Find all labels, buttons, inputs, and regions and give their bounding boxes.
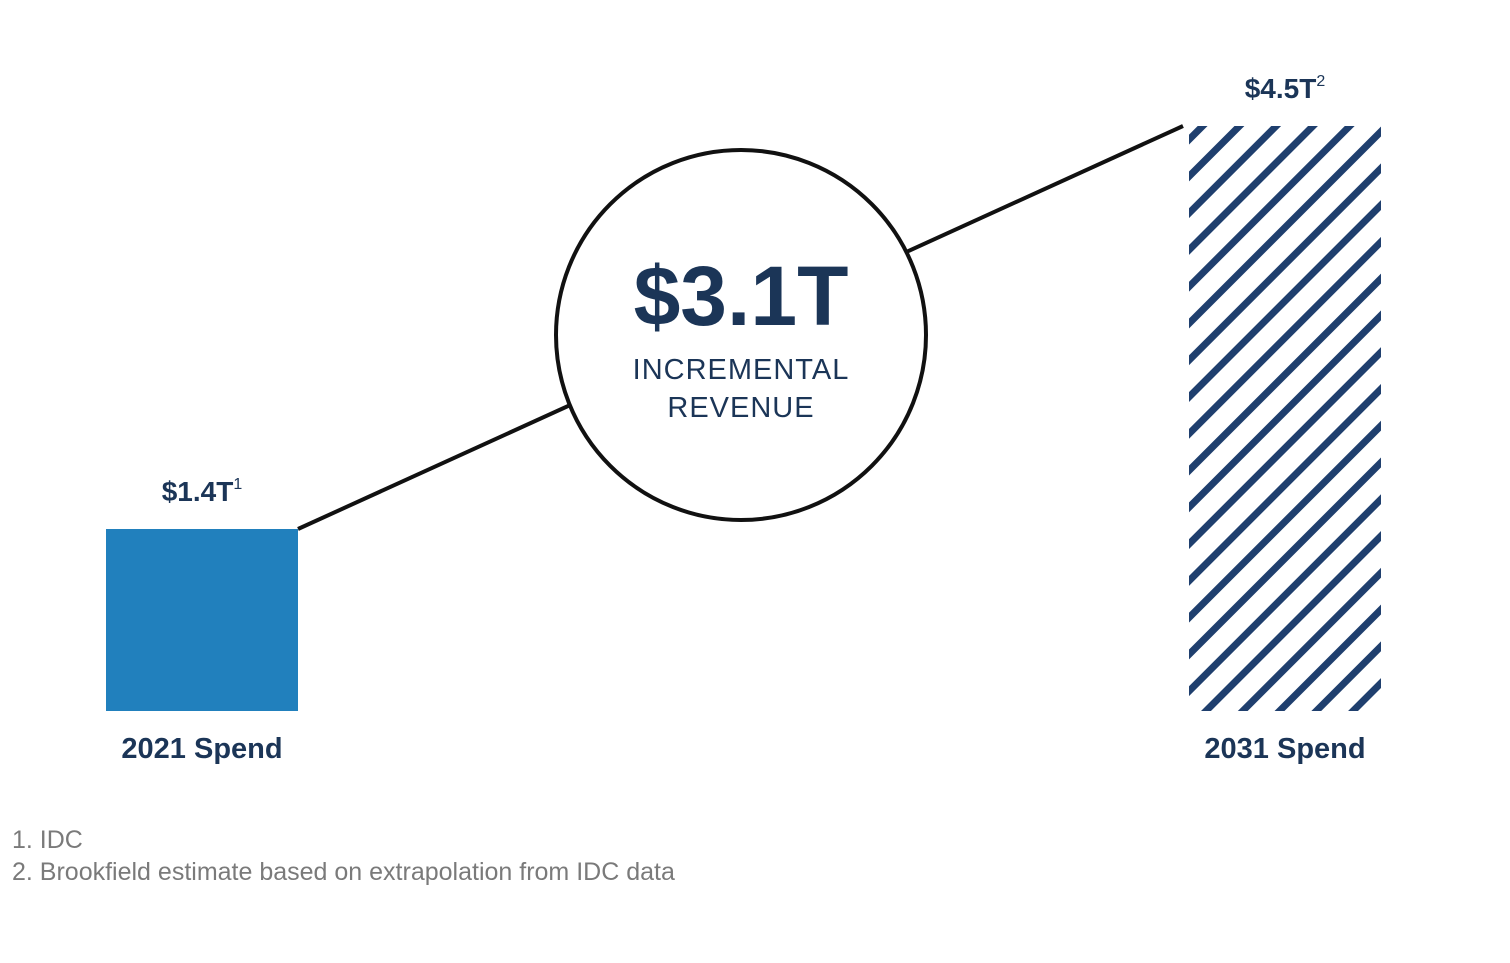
category-label-1: 2021 Spend [121,733,282,765]
bars [106,126,1381,711]
bar-2 [1189,126,1381,711]
bar-1 [106,529,298,711]
footnotes: 1. IDC 2. Brookfield estimate based on e… [12,824,675,888]
incremental-annotation: $3.1T INCREMENTAL REVENUE [554,148,928,522]
bar-value-label-2: $4.5T2 [1245,73,1326,104]
footnote-1: 1. IDC [12,826,83,854]
incremental-label-line1: INCREMENTAL [633,354,850,386]
incremental-circle [554,148,928,522]
footnote-2: 2. Brookfield estimate based on extrapol… [12,858,675,886]
bar-labels: $1.4T1 2021 Spend $4.5T2 2031 Spend [121,73,1365,765]
category-label-2: 2031 Spend [1204,733,1365,765]
incremental-label-line2: REVENUE [667,392,814,424]
incremental-value: $3.1T [634,249,849,343]
bar-value-label-1: $1.4T1 [162,476,243,507]
